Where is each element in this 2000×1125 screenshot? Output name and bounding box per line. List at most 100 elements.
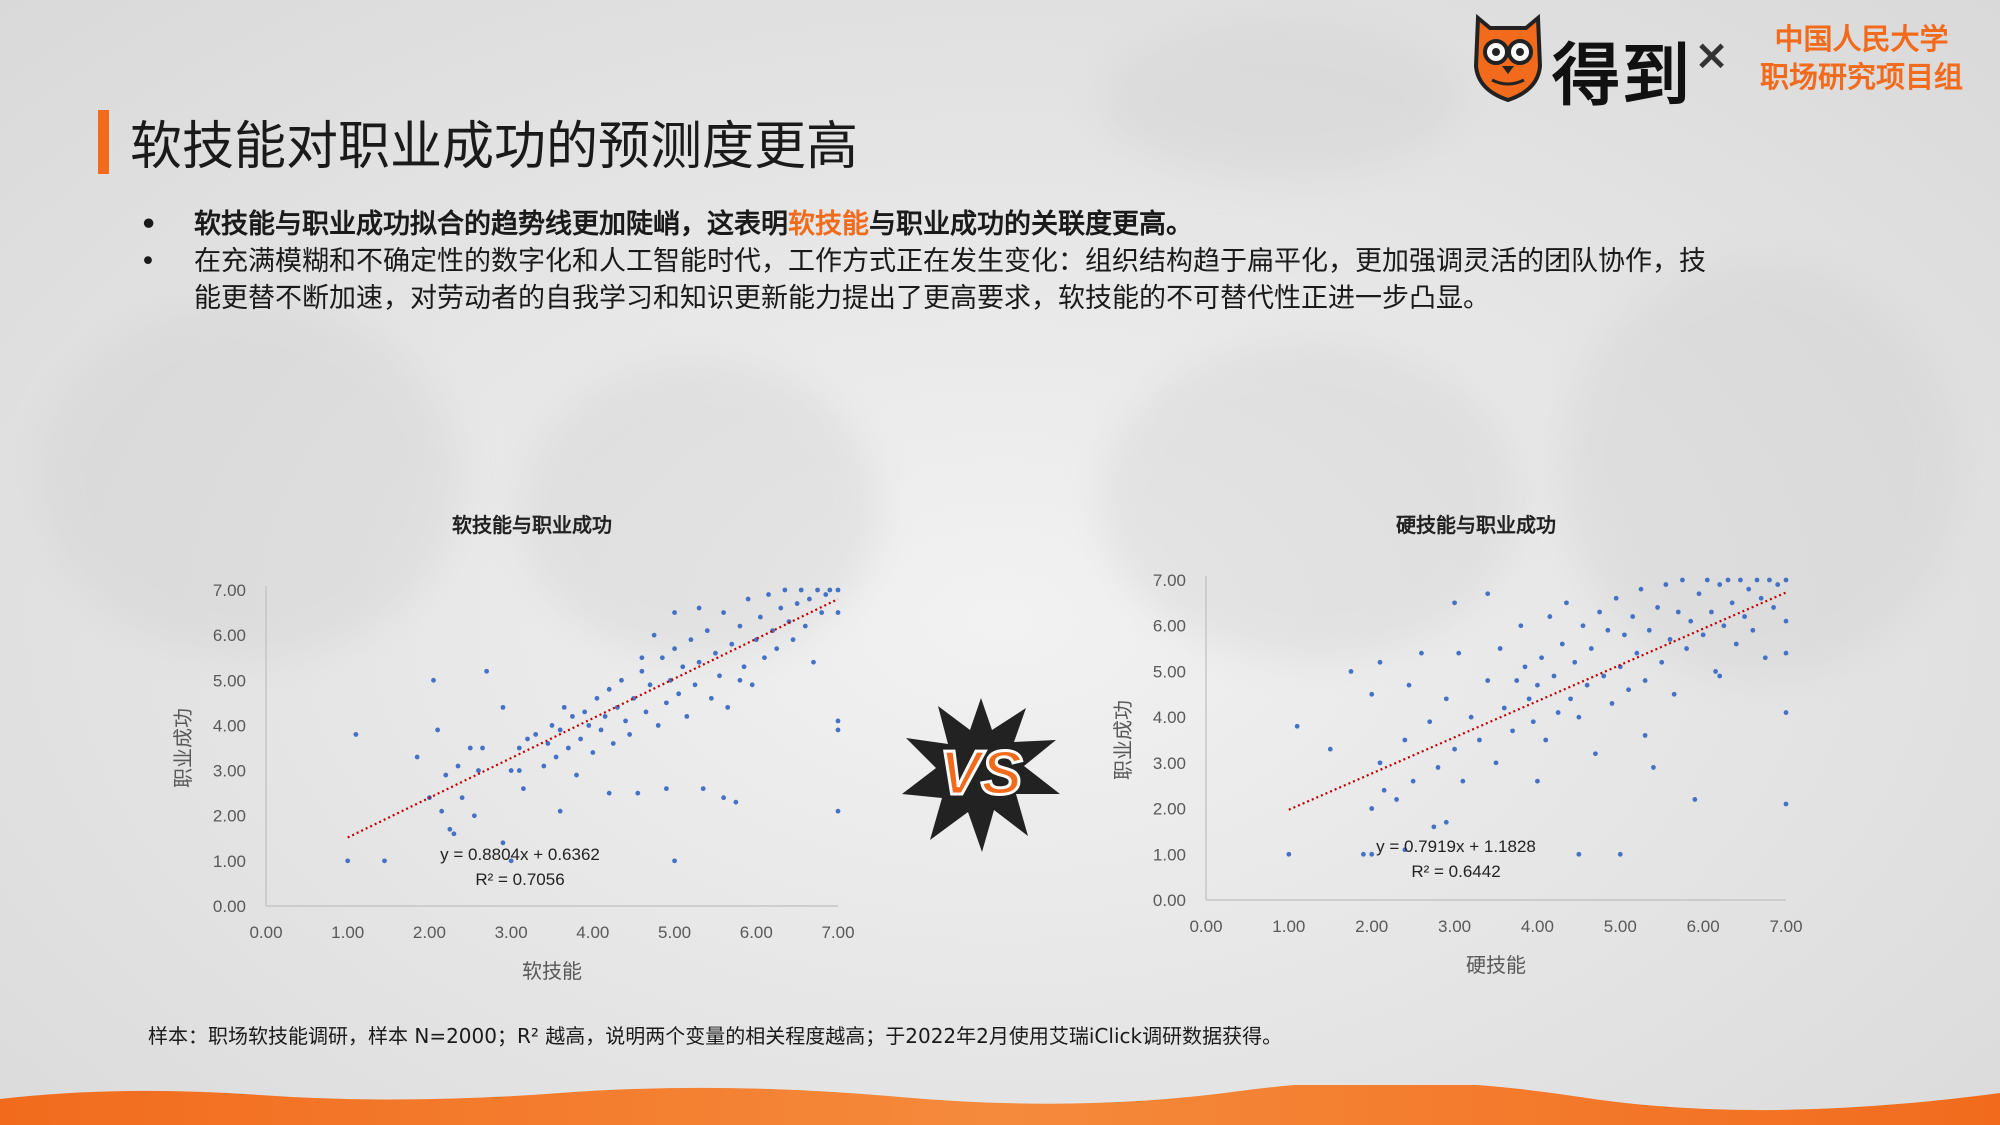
data-point: [439, 808, 445, 814]
trendline-equation: y = 0.8804x + 0.6362: [440, 845, 600, 864]
data-point: [721, 795, 726, 801]
vs-label: VS: [940, 739, 1023, 808]
data-point: [672, 610, 677, 615]
footnote: 样本：职场软技能调研，样本 N=2000；R² 越高，说明两个变量的相关程度越高…: [148, 1024, 1283, 1048]
brand-name: 得到: [1552, 37, 1693, 116]
data-point: [704, 628, 710, 634]
y-tick-label: 0.00: [1153, 891, 1186, 910]
r-squared-label: R² = 0.6442: [1411, 862, 1500, 881]
data-point: [717, 673, 722, 679]
data-point: [606, 686, 612, 692]
bullet-highlight: 软技能: [788, 209, 869, 240]
data-point: [610, 741, 616, 746]
data-point: [778, 605, 784, 611]
background-blur: [40, 300, 460, 660]
data-point: [570, 714, 575, 719]
data-point: [1497, 646, 1503, 651]
data-point: [414, 754, 420, 760]
data-point: [676, 691, 682, 697]
data-point: [1601, 673, 1607, 679]
y-tick-label: 5.00: [213, 671, 246, 690]
data-point: [1427, 719, 1433, 725]
data-point: [1725, 577, 1731, 583]
x-tick-label: 2.00: [413, 923, 446, 942]
data-point: [1419, 650, 1424, 656]
data-point: [1626, 687, 1631, 693]
data-point: [741, 664, 747, 670]
y-tick-label: 6.00: [1153, 617, 1186, 636]
data-point: [1597, 609, 1602, 615]
data-point: [1634, 650, 1640, 656]
data-point: [533, 732, 539, 737]
bullet-text: 软技能与职业成功拟合的趋势线更加陡峭，这表明: [194, 209, 788, 240]
data-point: [1762, 655, 1768, 661]
data-point: [353, 732, 359, 737]
data-point: [1361, 851, 1366, 857]
data-point: [729, 641, 735, 647]
x-tick-label: 6.00: [740, 923, 773, 942]
background-blur: [1560, 260, 1960, 680]
data-point: [782, 587, 788, 593]
data-point: [835, 718, 841, 724]
x-tick-label: 4.00: [576, 923, 609, 942]
data-point: [1485, 678, 1491, 683]
y-tick-label: 4.00: [213, 716, 246, 735]
data-point: [1294, 723, 1300, 729]
y-tick-label: 7.00: [213, 581, 246, 600]
r-squared-label: R² = 0.7056: [475, 870, 564, 889]
x-tick-label: 7.00: [821, 923, 854, 942]
scatter-chart-soft-skills: 软技能与职业成功 0.00 1.00 2.00 3.00 4.00 5.00 6.00 7.00…: [172, 513, 855, 983]
data-point: [451, 831, 457, 837]
data-point: [1651, 765, 1656, 770]
data-point: [1514, 678, 1520, 683]
data-point: [1452, 746, 1457, 752]
data-point: [1406, 682, 1412, 688]
data-point: [1783, 577, 1789, 583]
x-tick-label: 5.00: [1604, 917, 1637, 936]
data-point: [623, 718, 628, 724]
data-point: [745, 596, 751, 602]
data-point: [815, 587, 820, 593]
x-tick-label: 5.00: [658, 923, 691, 942]
data-point: [827, 587, 833, 593]
x-tick-label: 1.00: [1272, 917, 1305, 936]
bullet-text-line: 在充满模糊和不确定性的数字化和人工智能时代，工作方式正在发生变化：组织结构趋于扁…: [194, 246, 1706, 277]
data-point: [1680, 577, 1685, 583]
data-point: [459, 795, 465, 801]
data-point: [1709, 609, 1714, 615]
data-point: [672, 646, 677, 652]
page-title: 软技能对职业成功的预测度更高: [130, 117, 859, 177]
data-point: [664, 786, 669, 792]
data-point: [680, 664, 686, 670]
y-tick-label: 7.00: [1153, 571, 1186, 590]
data-point: [692, 682, 698, 688]
data-point: [835, 727, 841, 733]
data-point: [1435, 765, 1441, 770]
bullet-item: • 在充满模糊和不确定性的数字化和人工智能时代，工作方式正在发生变化：组织结构趋…: [140, 243, 1840, 317]
data-point: [1688, 618, 1694, 624]
data-point: [565, 745, 571, 751]
data-point: [1638, 586, 1644, 592]
trendline-equation: y = 0.7919x + 1.1828: [1376, 837, 1536, 856]
data-point: [688, 637, 694, 643]
data-point: [1655, 605, 1660, 610]
data-point: [798, 587, 804, 593]
data-point: [1692, 797, 1698, 802]
y-tick-label: 2.00: [213, 807, 246, 826]
data-point: [1522, 664, 1528, 670]
data-point: [582, 709, 588, 715]
data-point: [1468, 714, 1474, 720]
data-point: [802, 623, 808, 629]
partner-line-1: 中国人民大学: [1774, 22, 1949, 56]
x-tick-label: 1.00: [331, 923, 364, 942]
data-point: [1754, 577, 1760, 583]
data-point: [1452, 600, 1457, 606]
owl-logo-icon: [1473, 14, 1543, 102]
data-point: [725, 704, 731, 710]
x-tick-label: 7.00: [1769, 917, 1802, 936]
data-point: [762, 655, 767, 661]
data-point: [508, 858, 514, 864]
data-point: [1729, 600, 1735, 606]
data-point: [1443, 819, 1449, 825]
data-point: [1493, 760, 1499, 766]
